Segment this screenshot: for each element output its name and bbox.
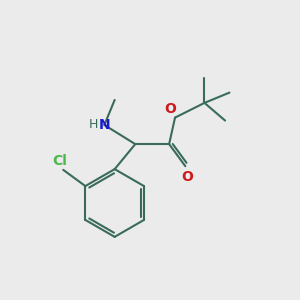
Text: N: N <box>98 118 110 132</box>
Text: O: O <box>164 102 176 116</box>
Text: H: H <box>88 118 98 131</box>
Text: Cl: Cl <box>52 154 67 167</box>
Text: O: O <box>181 170 193 184</box>
